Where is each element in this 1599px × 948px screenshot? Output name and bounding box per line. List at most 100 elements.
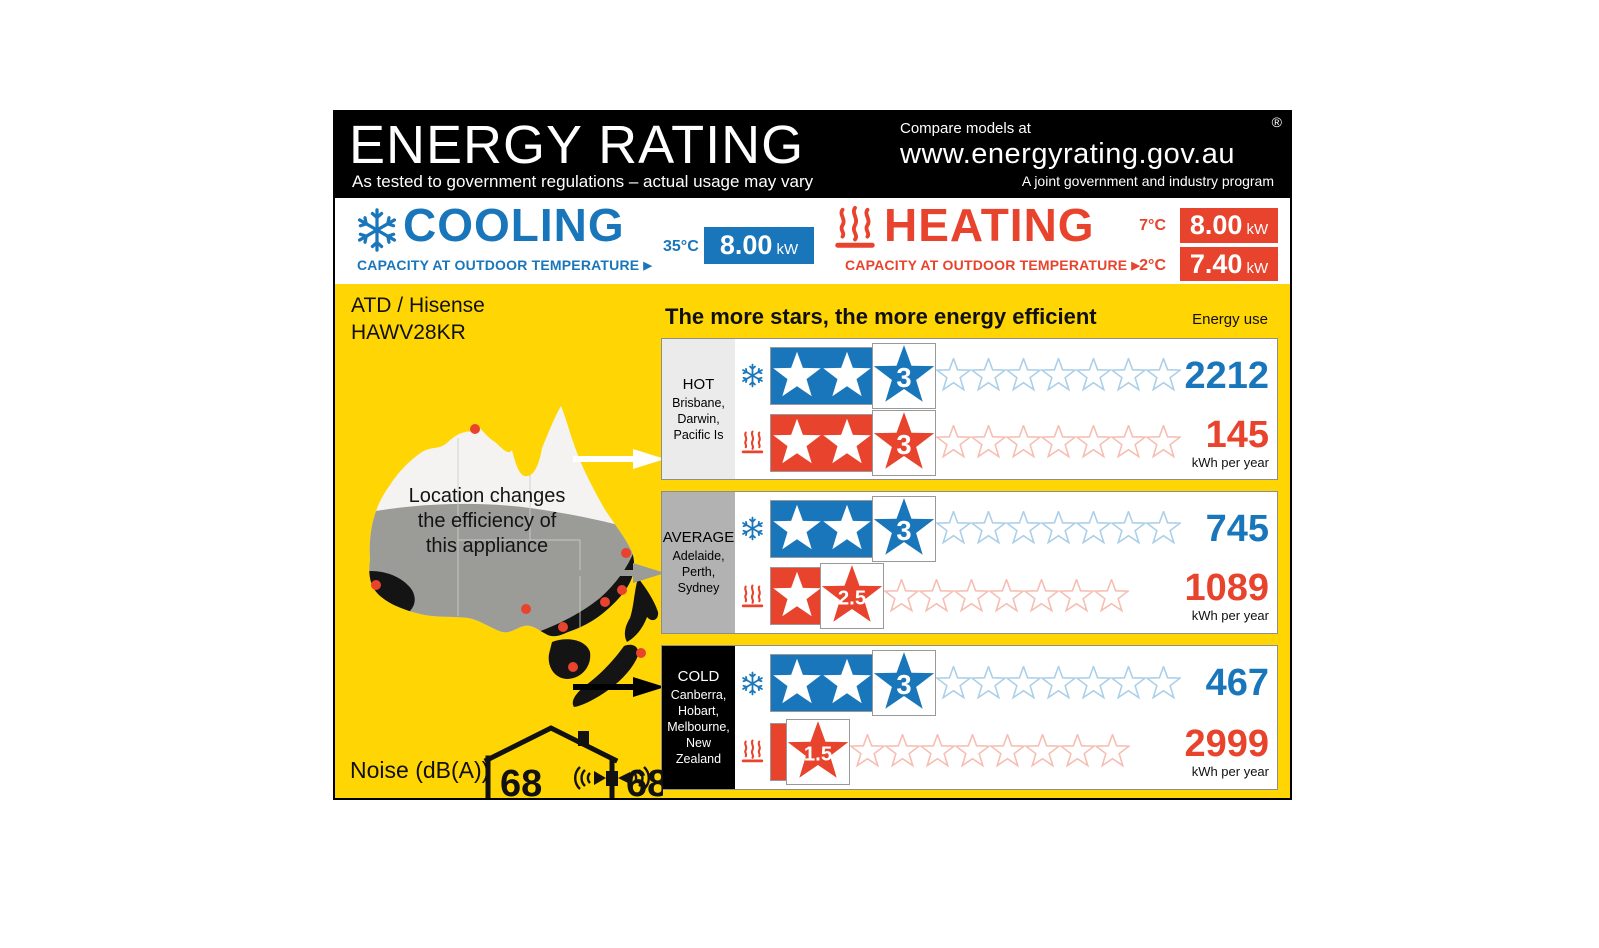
right-triangle-icon: ▶ [1131, 260, 1141, 272]
star-icon [1111, 425, 1146, 459]
zone-name: AVERAGE [662, 529, 735, 546]
website-url[interactable]: www.energyrating.gov.au [900, 138, 1235, 170]
heating-capacity-box-1: 8.00 kW [1180, 208, 1278, 243]
star-icon [823, 351, 871, 396]
star-icon [1095, 734, 1130, 768]
energy-use-label: Energy use [1192, 311, 1268, 328]
HOT-heating-row: 3 145 kWh per year [737, 409, 1269, 476]
map-nz-north [624, 578, 659, 642]
model-number: HAWV28KR [351, 321, 466, 344]
zone-city: Pacific Is [673, 427, 724, 442]
star-icon [971, 425, 1006, 459]
filled-stars-box [770, 654, 882, 713]
registered-trademark: ® [1271, 114, 1282, 130]
heating-temperature-1: 7°C [1139, 217, 1166, 234]
hot-zone-arrow [573, 449, 665, 469]
COLD-heating-row: 1.5 2999 kWh per year [737, 718, 1269, 787]
header-right: Compare models at www.energyrating.gov.a… [900, 120, 1274, 189]
compare-label: Compare models at [900, 120, 1031, 137]
star-icon [823, 659, 871, 704]
heating-temperature-2: 2°C [1139, 257, 1166, 274]
star-icon [884, 578, 919, 613]
cooling-capacity-label: CAPACITY AT OUTDOOR TEMPERATURE ▶ [357, 257, 653, 273]
star-icon [1076, 358, 1111, 392]
heating-capacity-value-1: 8.00 [1189, 210, 1243, 240]
star-icon [1111, 511, 1146, 545]
heating-capacity-value-2: 7.40 [1189, 248, 1243, 279]
cold-zone-arrow [573, 677, 665, 697]
program-label: A joint government and industry program [1021, 173, 1274, 189]
svg-text:3: 3 [896, 515, 911, 546]
star-icon [936, 358, 971, 392]
cooling-capacity-unit: kW [776, 241, 799, 258]
noise-indoor-value: 68 [500, 763, 542, 800]
svg-text:2.5: 2.5 [838, 588, 866, 610]
zone-city: New Zealand [675, 736, 722, 766]
COLD-cooling-row: 3 467 [737, 649, 1269, 718]
snowflake-icon [354, 207, 400, 253]
star-icon [955, 734, 990, 768]
rating-star-box: 1.5 [786, 718, 850, 785]
rating-star-box: 2.5 [820, 563, 884, 630]
map-tasmania [548, 639, 591, 679]
zone-label: HOT Brisbane, Darwin, Pacific Is [662, 339, 735, 479]
star-icon [971, 511, 1006, 545]
zone-ratings: 3 467 1.5 2999 kWh per year [735, 646, 1277, 789]
star-icon [1076, 665, 1111, 700]
snowflake-icon [740, 516, 765, 541]
star-icon [1111, 358, 1146, 392]
rating-star-box: 3 [872, 342, 936, 409]
AVERAGE-heating-row: 2.5 1089 kWh per year [737, 563, 1269, 631]
snowflake-icon [740, 363, 765, 388]
zone-panel-cold: COLD Canberra, Hobart, Melbourne, New Zealan… [661, 645, 1278, 790]
star-icon [773, 659, 821, 704]
star-icon [936, 425, 971, 459]
header: ENERGY RATING As tested to government re… [335, 112, 1290, 198]
zone-panel-hot: HOT Brisbane, Darwin, Pacific Is 3 2212 3 145 kW… [661, 338, 1278, 480]
cooling-title: COOLING [403, 199, 625, 251]
star-icon [773, 351, 821, 396]
zone-name: COLD [677, 668, 720, 685]
average-zone-arrow [573, 563, 665, 583]
zone-label: COLD Canberra, Hobart, Melbourne, New Zealan… [662, 646, 735, 789]
star-icon [1060, 734, 1095, 768]
zone-city: Brisbane, [672, 395, 725, 410]
zone-city: Adelaide, [672, 549, 725, 563]
star-icon [885, 734, 920, 768]
star-rating-number: 3 [873, 344, 935, 402]
svg-text:1.5: 1.5 [804, 743, 832, 765]
kwh-label: kWh per year [1191, 454, 1269, 470]
HOT-cooling-row: 3 2212 [737, 342, 1269, 409]
star-icon [1006, 358, 1041, 392]
heat-icon [741, 583, 764, 607]
svg-text:3: 3 [896, 361, 911, 392]
noise-label: Noise (dB(A)) [350, 757, 490, 783]
heating-capacity-label: CAPACITY AT OUTDOOR TEMPERATURE ▶ [845, 257, 1141, 273]
map-average-zone [369, 503, 635, 637]
energy-rating-label: ENERGY RATING As tested to government re… [333, 110, 1292, 800]
star-icon [954, 578, 989, 613]
heating-capacity-unit-2: kW [1246, 259, 1269, 277]
stars-heading: The more stars, the more energy efficien… [665, 304, 1097, 329]
cooling-capacity-box: 8.00 kW [704, 227, 814, 264]
cooling-capacity-value: 8.00 [719, 230, 773, 260]
energy-cell: 145 kWh per year [1181, 416, 1269, 470]
svg-text:3: 3 [896, 428, 911, 459]
star-icon [971, 358, 1006, 392]
star-icon [936, 665, 971, 700]
brand-name: ATD / Hisense [351, 294, 485, 317]
star-icon [773, 572, 821, 617]
energy-value: 467 [1205, 662, 1269, 705]
kwh-label: kWh per year [1191, 608, 1269, 624]
star-icon [1006, 425, 1041, 459]
AVERAGE-cooling-row: 3 745 [737, 495, 1269, 563]
star-icon [1059, 578, 1094, 613]
star-icon [1076, 425, 1111, 459]
energy-value: 145 [1205, 413, 1269, 456]
star-icon [773, 504, 821, 549]
map-nz-south [572, 644, 639, 707]
star-icon [1094, 578, 1129, 613]
star-rating-number: 1.5 [787, 720, 849, 778]
star-rating-number: 3 [873, 411, 935, 469]
zone-name: HOT [682, 375, 715, 393]
